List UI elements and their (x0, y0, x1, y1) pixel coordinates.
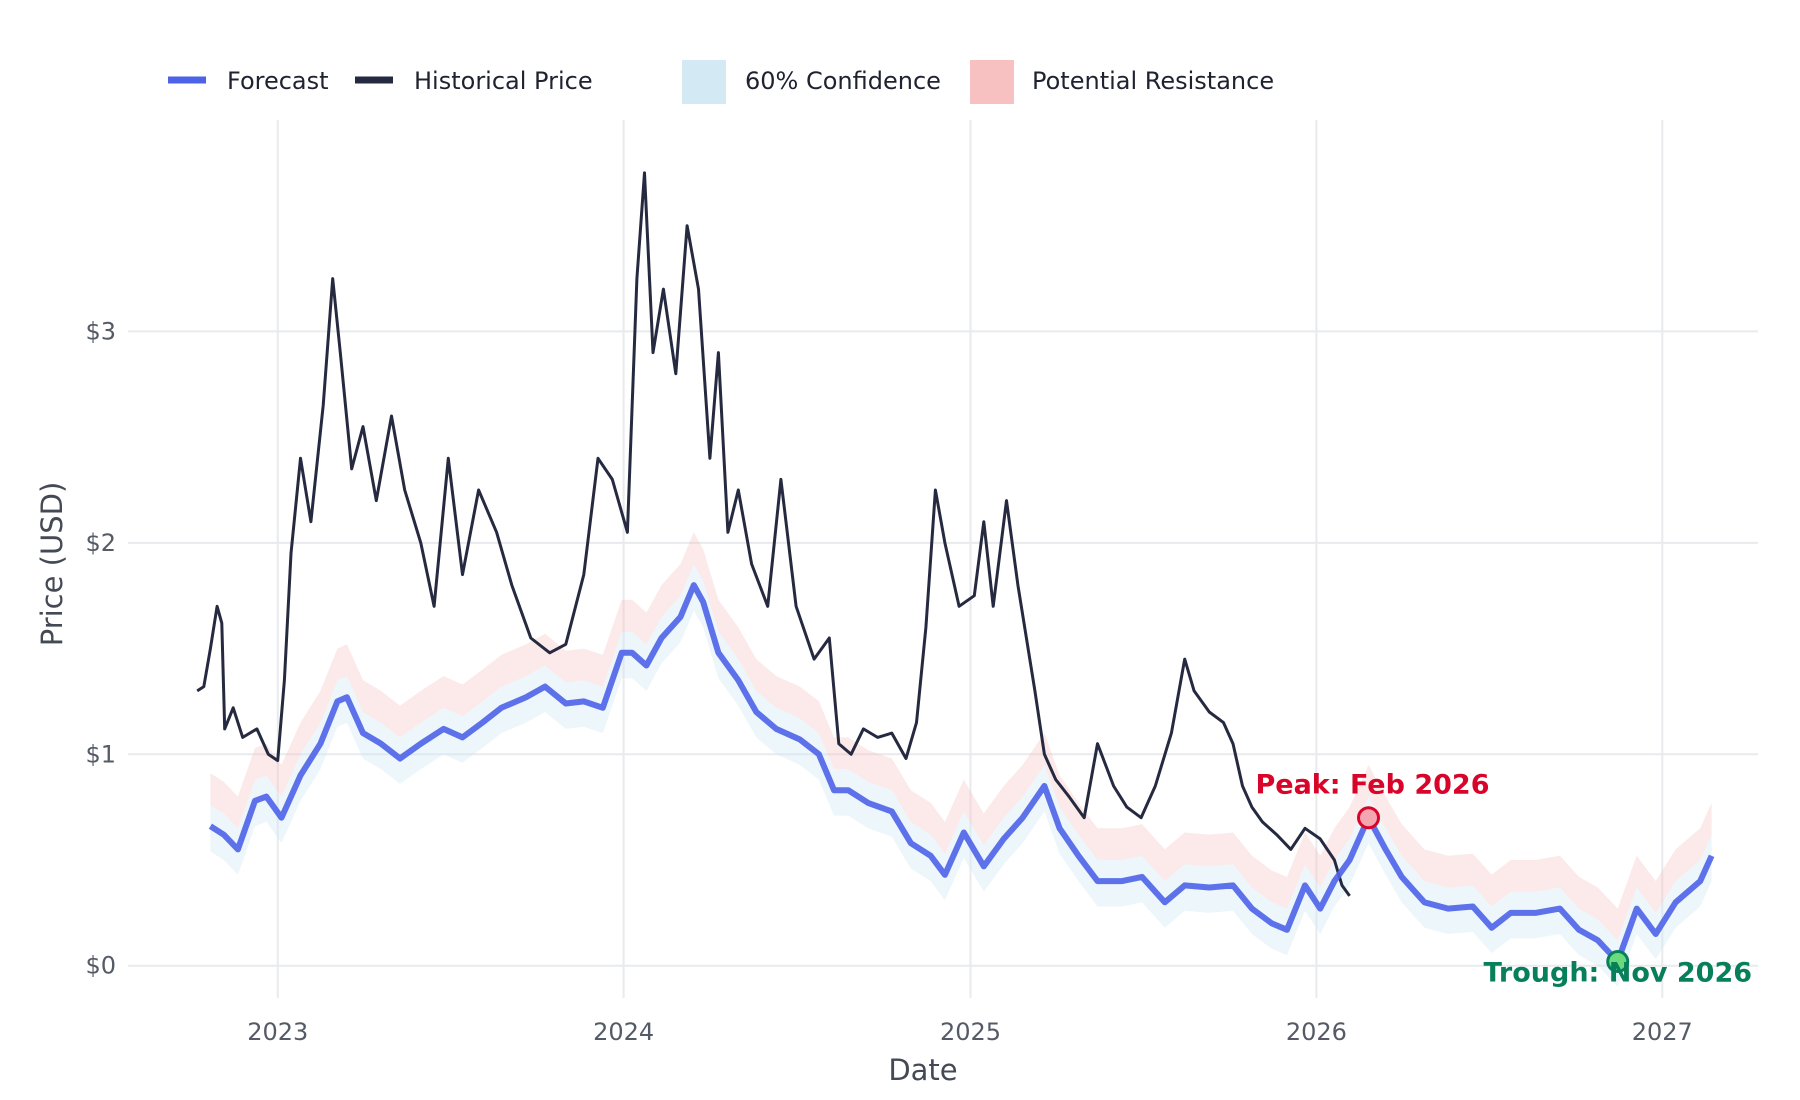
legend-label: Potential Resistance (1032, 67, 1274, 95)
y-tick-label: $2 (85, 529, 116, 557)
historical-price-line (196, 171, 1351, 897)
x-tick-label: 2023 (247, 1018, 308, 1046)
legend-swatch-resistance (970, 60, 1014, 104)
x-tick-label: 2027 (1632, 1018, 1693, 1046)
x-tick-label: 2024 (593, 1018, 654, 1046)
y-tick-label: $1 (85, 740, 116, 768)
trough-label: Trough: Nov 2026 (1483, 957, 1752, 988)
x-tick-label: 2026 (1286, 1018, 1347, 1046)
legend-swatch-confidence (682, 60, 726, 104)
legend-label: 60% Confidence (745, 67, 941, 95)
x-tick-label: 2025 (940, 1018, 1001, 1046)
axes: $0 $1 $2 $3 2023 2024 2025 2026 2027 Date Price (U… (35, 317, 1693, 1087)
y-axis-title: Price (USD) (35, 482, 69, 647)
legend-label: Historical Price (414, 67, 593, 95)
series (196, 171, 1715, 965)
peak-marker (1357, 806, 1381, 830)
y-tick-label: $0 (85, 952, 116, 980)
y-tick-label: $3 (85, 317, 116, 345)
x-axis-title: Date (888, 1053, 957, 1087)
legend-label: Forecast (227, 67, 329, 95)
legend: Forecast Historical Price 60% Confidence Po… (168, 60, 1274, 104)
forecast-line (208, 582, 1715, 965)
grid (128, 120, 1758, 998)
annotations: Peak: Feb 2026 Trough: Nov 2026 (1255, 770, 1752, 989)
peak-label: Peak: Feb 2026 (1255, 770, 1489, 801)
trough-marker (1606, 949, 1630, 973)
band-potential-resistance (210, 532, 1712, 941)
